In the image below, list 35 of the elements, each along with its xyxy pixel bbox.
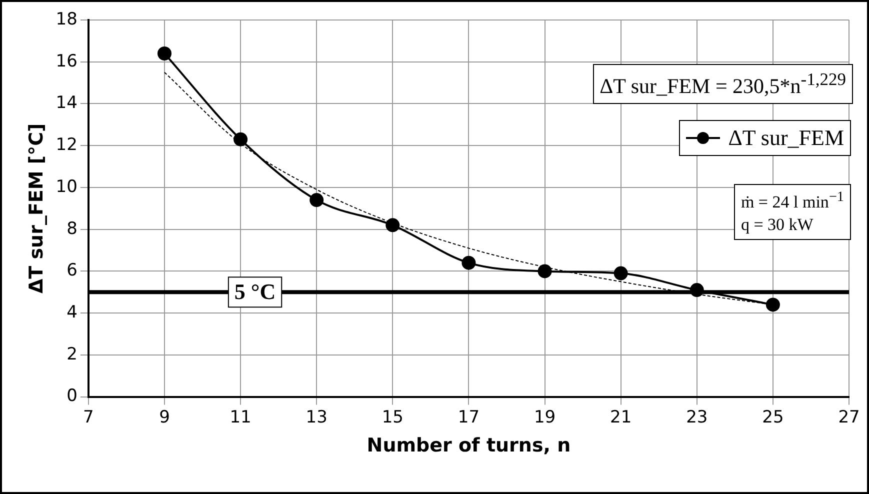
x-tick-label: 21 xyxy=(610,407,632,428)
x-tick-label: 19 xyxy=(534,407,556,428)
y-tick-label: 0 xyxy=(66,386,78,406)
y-tick-label: 2 xyxy=(66,344,78,364)
point xyxy=(234,132,248,146)
point xyxy=(462,256,476,270)
y-tick-label: 6 xyxy=(66,260,78,281)
y-tick-label: 16 xyxy=(56,51,78,72)
x-tick-label: 15 xyxy=(382,407,404,428)
y-axis-title: ΔT sur_FEM [°C] xyxy=(25,123,48,294)
point xyxy=(538,264,552,278)
point xyxy=(614,266,628,280)
point xyxy=(386,218,400,232)
y-tick-label: 12 xyxy=(56,135,78,156)
ref-line-label: 5 °C xyxy=(234,278,276,304)
x-axis-title: Number of turns, n xyxy=(366,434,571,457)
x-tick-label: 7 xyxy=(83,407,94,428)
x-tick-label: 9 xyxy=(159,407,170,428)
y-tick-label: 14 xyxy=(56,93,78,114)
point xyxy=(310,193,324,208)
x-tick-label: 23 xyxy=(686,407,708,428)
text: ṁ = 24 l min$^{−1}$ q = 30 kW xyxy=(740,189,844,234)
x-tick-label: 11 xyxy=(230,407,252,428)
point xyxy=(157,46,172,60)
point xyxy=(766,298,780,312)
x-tick-label: 17 xyxy=(458,407,480,428)
y-tick-label: 18 xyxy=(56,9,78,30)
x-tick-label: 13 xyxy=(306,407,328,428)
y-tick-label: 8 xyxy=(66,218,78,239)
y-tick-label: 4 xyxy=(66,302,78,322)
x-tick-label: 25 xyxy=(762,407,784,428)
legend-label: ΔT sur_FEM xyxy=(728,125,844,151)
annotation: ΔT sur_FEM = 230,5*n$^{-1,229}$ xyxy=(592,64,853,104)
y-tick-label: 10 xyxy=(56,176,78,197)
x-tick-label: 27 xyxy=(838,407,860,428)
